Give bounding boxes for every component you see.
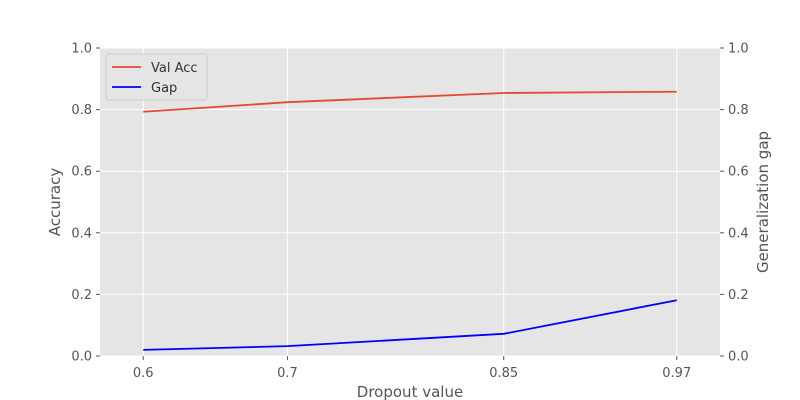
left-y-tick-label: 0.4 bbox=[71, 226, 92, 241]
series-line-val-acc bbox=[143, 90, 677, 113]
right-y-tick-label: 1.0 bbox=[728, 42, 749, 57]
right-y-tick-label: 0.2 bbox=[728, 288, 749, 303]
left-y-tick-label: 0.8 bbox=[71, 103, 92, 118]
right-y-tick-label: 0.0 bbox=[728, 350, 749, 365]
legend-label-val-acc: Val Acc bbox=[151, 61, 198, 76]
right-y-tick-label: 0.8 bbox=[728, 103, 749, 118]
x-tick-label: 0.7 bbox=[277, 366, 298, 381]
y-gridlines bbox=[100, 47, 720, 357]
right-y-axis-title: Generalization gap bbox=[754, 131, 772, 273]
right-y-ticks: 0.0 0.2 0.4 0.6 0.8 1.0 bbox=[720, 42, 749, 365]
left-y-tick-label: 0.2 bbox=[71, 288, 92, 303]
x-ticks: 0.6 0.7 0.85 0.97 bbox=[133, 356, 691, 381]
x-tick-label: 0.85 bbox=[489, 366, 518, 381]
legend-box bbox=[105, 53, 208, 101]
legend-label-gap: Gap bbox=[151, 81, 177, 96]
left-y-tick-label: 0.6 bbox=[71, 165, 92, 180]
left-y-ticks: 0.0 0.2 0.4 0.6 0.8 1.0 bbox=[71, 42, 100, 365]
x-tick-label: 0.97 bbox=[662, 366, 691, 381]
x-axis-title: Dropout value bbox=[357, 383, 463, 400]
x-tick-label: 0.6 bbox=[133, 366, 154, 381]
left-y-tick-label: 1.0 bbox=[71, 42, 92, 57]
series-line-gap bbox=[143, 299, 677, 351]
right-y-tick-label: 0.4 bbox=[728, 226, 749, 241]
legend: Val Acc Gap bbox=[105, 53, 208, 101]
series-layer bbox=[143, 90, 677, 351]
right-y-tick-label: 0.6 bbox=[728, 165, 749, 180]
left-y-axis-title: Accuracy bbox=[46, 168, 64, 237]
left-y-tick-label: 0.0 bbox=[71, 350, 92, 365]
